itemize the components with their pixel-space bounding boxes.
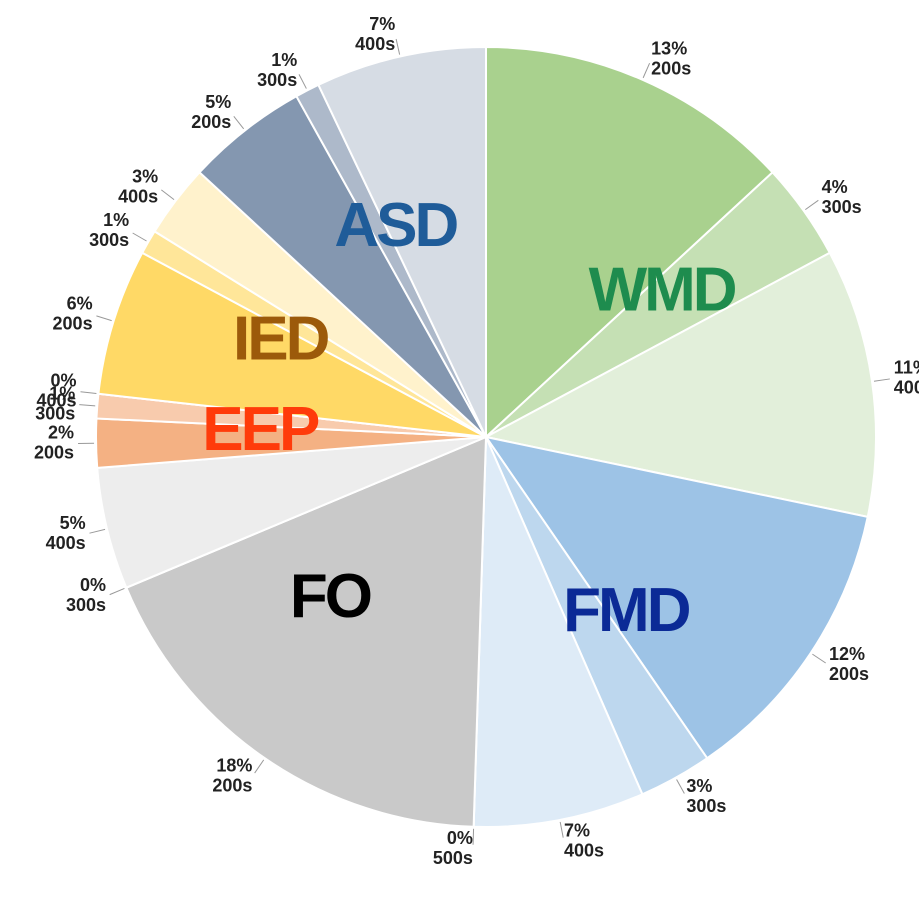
slice-category: 300s — [257, 70, 297, 90]
leader-line — [109, 587, 125, 596]
slice-category: 300s — [89, 230, 129, 250]
slice-category: 200s — [34, 442, 74, 462]
slice-percent: 1% — [49, 383, 75, 403]
leader-line — [80, 391, 97, 395]
slice-percent: 4% — [822, 177, 848, 197]
slice-category: 400s — [36, 390, 76, 410]
slice-category: 400s — [564, 840, 604, 860]
group-name: FO — [290, 562, 371, 631]
slice-percent: 6% — [67, 293, 93, 313]
slice-label: 13% 200s — [651, 38, 691, 78]
leader-line — [805, 199, 819, 211]
pie-slice — [124, 435, 488, 828]
slice-category: 200s — [53, 313, 93, 333]
slice-percent: 0% — [51, 370, 77, 390]
slice-label: 1% 300s — [35, 383, 75, 423]
slice-label: 7% 400s — [355, 14, 395, 54]
slice-label: 0% 300s — [66, 575, 106, 615]
slice-label: 7% 400s — [564, 820, 604, 860]
leader-line — [233, 115, 245, 130]
slice-category: 500s — [433, 848, 473, 868]
pie-slice — [483, 251, 877, 519]
pie-slice — [483, 435, 869, 760]
slice-category: 400s — [894, 377, 919, 397]
slice-label: 5% 200s — [191, 92, 231, 132]
leader-line — [395, 38, 401, 55]
slice-category: 200s — [651, 58, 691, 78]
slice-label: 6% 200s — [53, 293, 93, 333]
leader-line — [254, 759, 265, 774]
leader-line — [873, 378, 890, 382]
slice-category: 300s — [686, 796, 726, 816]
slice-percent: 1% — [103, 210, 129, 230]
group-name: WMD — [589, 256, 736, 325]
group-name: FMD — [563, 576, 690, 645]
slice-category: 400s — [46, 533, 86, 553]
slice-percent: 18% — [216, 755, 252, 775]
slice-label: 1% 300s — [89, 210, 129, 250]
slice-label: 0% 500s — [433, 828, 473, 868]
leader-line — [161, 189, 175, 200]
slice-category: 300s — [35, 403, 75, 423]
pie-slice — [472, 436, 644, 828]
pie-slice — [97, 251, 487, 438]
group-name: ASD — [334, 191, 457, 260]
slice-label: 5% 400s — [46, 513, 86, 553]
slice-category: 300s — [822, 197, 862, 217]
slice-percent: 3% — [686, 776, 712, 796]
slice-percent: 7% — [564, 820, 590, 840]
leader-line — [96, 315, 112, 322]
slice-percent: 1% — [271, 50, 297, 70]
slice-percent: 13% — [651, 38, 687, 58]
leader-line — [812, 653, 826, 664]
group-name: EEP — [202, 395, 319, 464]
slice-label: 3% 400s — [118, 166, 158, 206]
slice-label: 2% 200s — [34, 422, 74, 462]
leader-line — [298, 74, 307, 89]
slice-category: 400s — [355, 34, 395, 54]
slice-label: 11%400s — [894, 357, 919, 397]
leader-line — [642, 63, 651, 79]
leader-line — [676, 779, 685, 794]
leader-line — [472, 828, 475, 845]
slice-label: 4% 300s — [822, 177, 862, 217]
slice-percent: 2% — [48, 422, 74, 442]
slice-label: 18% 200s — [212, 755, 252, 795]
slice-label: 3% 300s — [686, 776, 726, 816]
slice-category: 300s — [66, 595, 106, 615]
pie-slice — [485, 45, 774, 440]
slice-label: 1% 300s — [257, 50, 297, 90]
slice-label: 12% 200s — [829, 644, 869, 684]
slice-percent: 12% — [829, 644, 865, 664]
slice-percent: 5% — [60, 513, 86, 533]
slice-percent: 5% — [205, 92, 231, 112]
leader-line — [89, 528, 106, 534]
pie-slice — [317, 45, 487, 438]
group-name: IED — [233, 304, 329, 373]
slice-percent: 7% — [369, 14, 395, 34]
leader-line — [79, 404, 96, 407]
slice-category: 400s — [118, 186, 158, 206]
slice-category: 200s — [212, 775, 252, 795]
slice-percent: 0% — [447, 828, 473, 848]
slice-category: 200s — [829, 664, 869, 684]
slice-percent: 11% — [894, 357, 919, 377]
leader-line — [559, 821, 564, 838]
leader-line — [132, 232, 147, 242]
slice-percent: 3% — [132, 166, 158, 186]
slice-label: 0% 400s — [36, 370, 76, 410]
slice-category: 200s — [191, 112, 231, 132]
slice-percent: 0% — [80, 575, 106, 595]
